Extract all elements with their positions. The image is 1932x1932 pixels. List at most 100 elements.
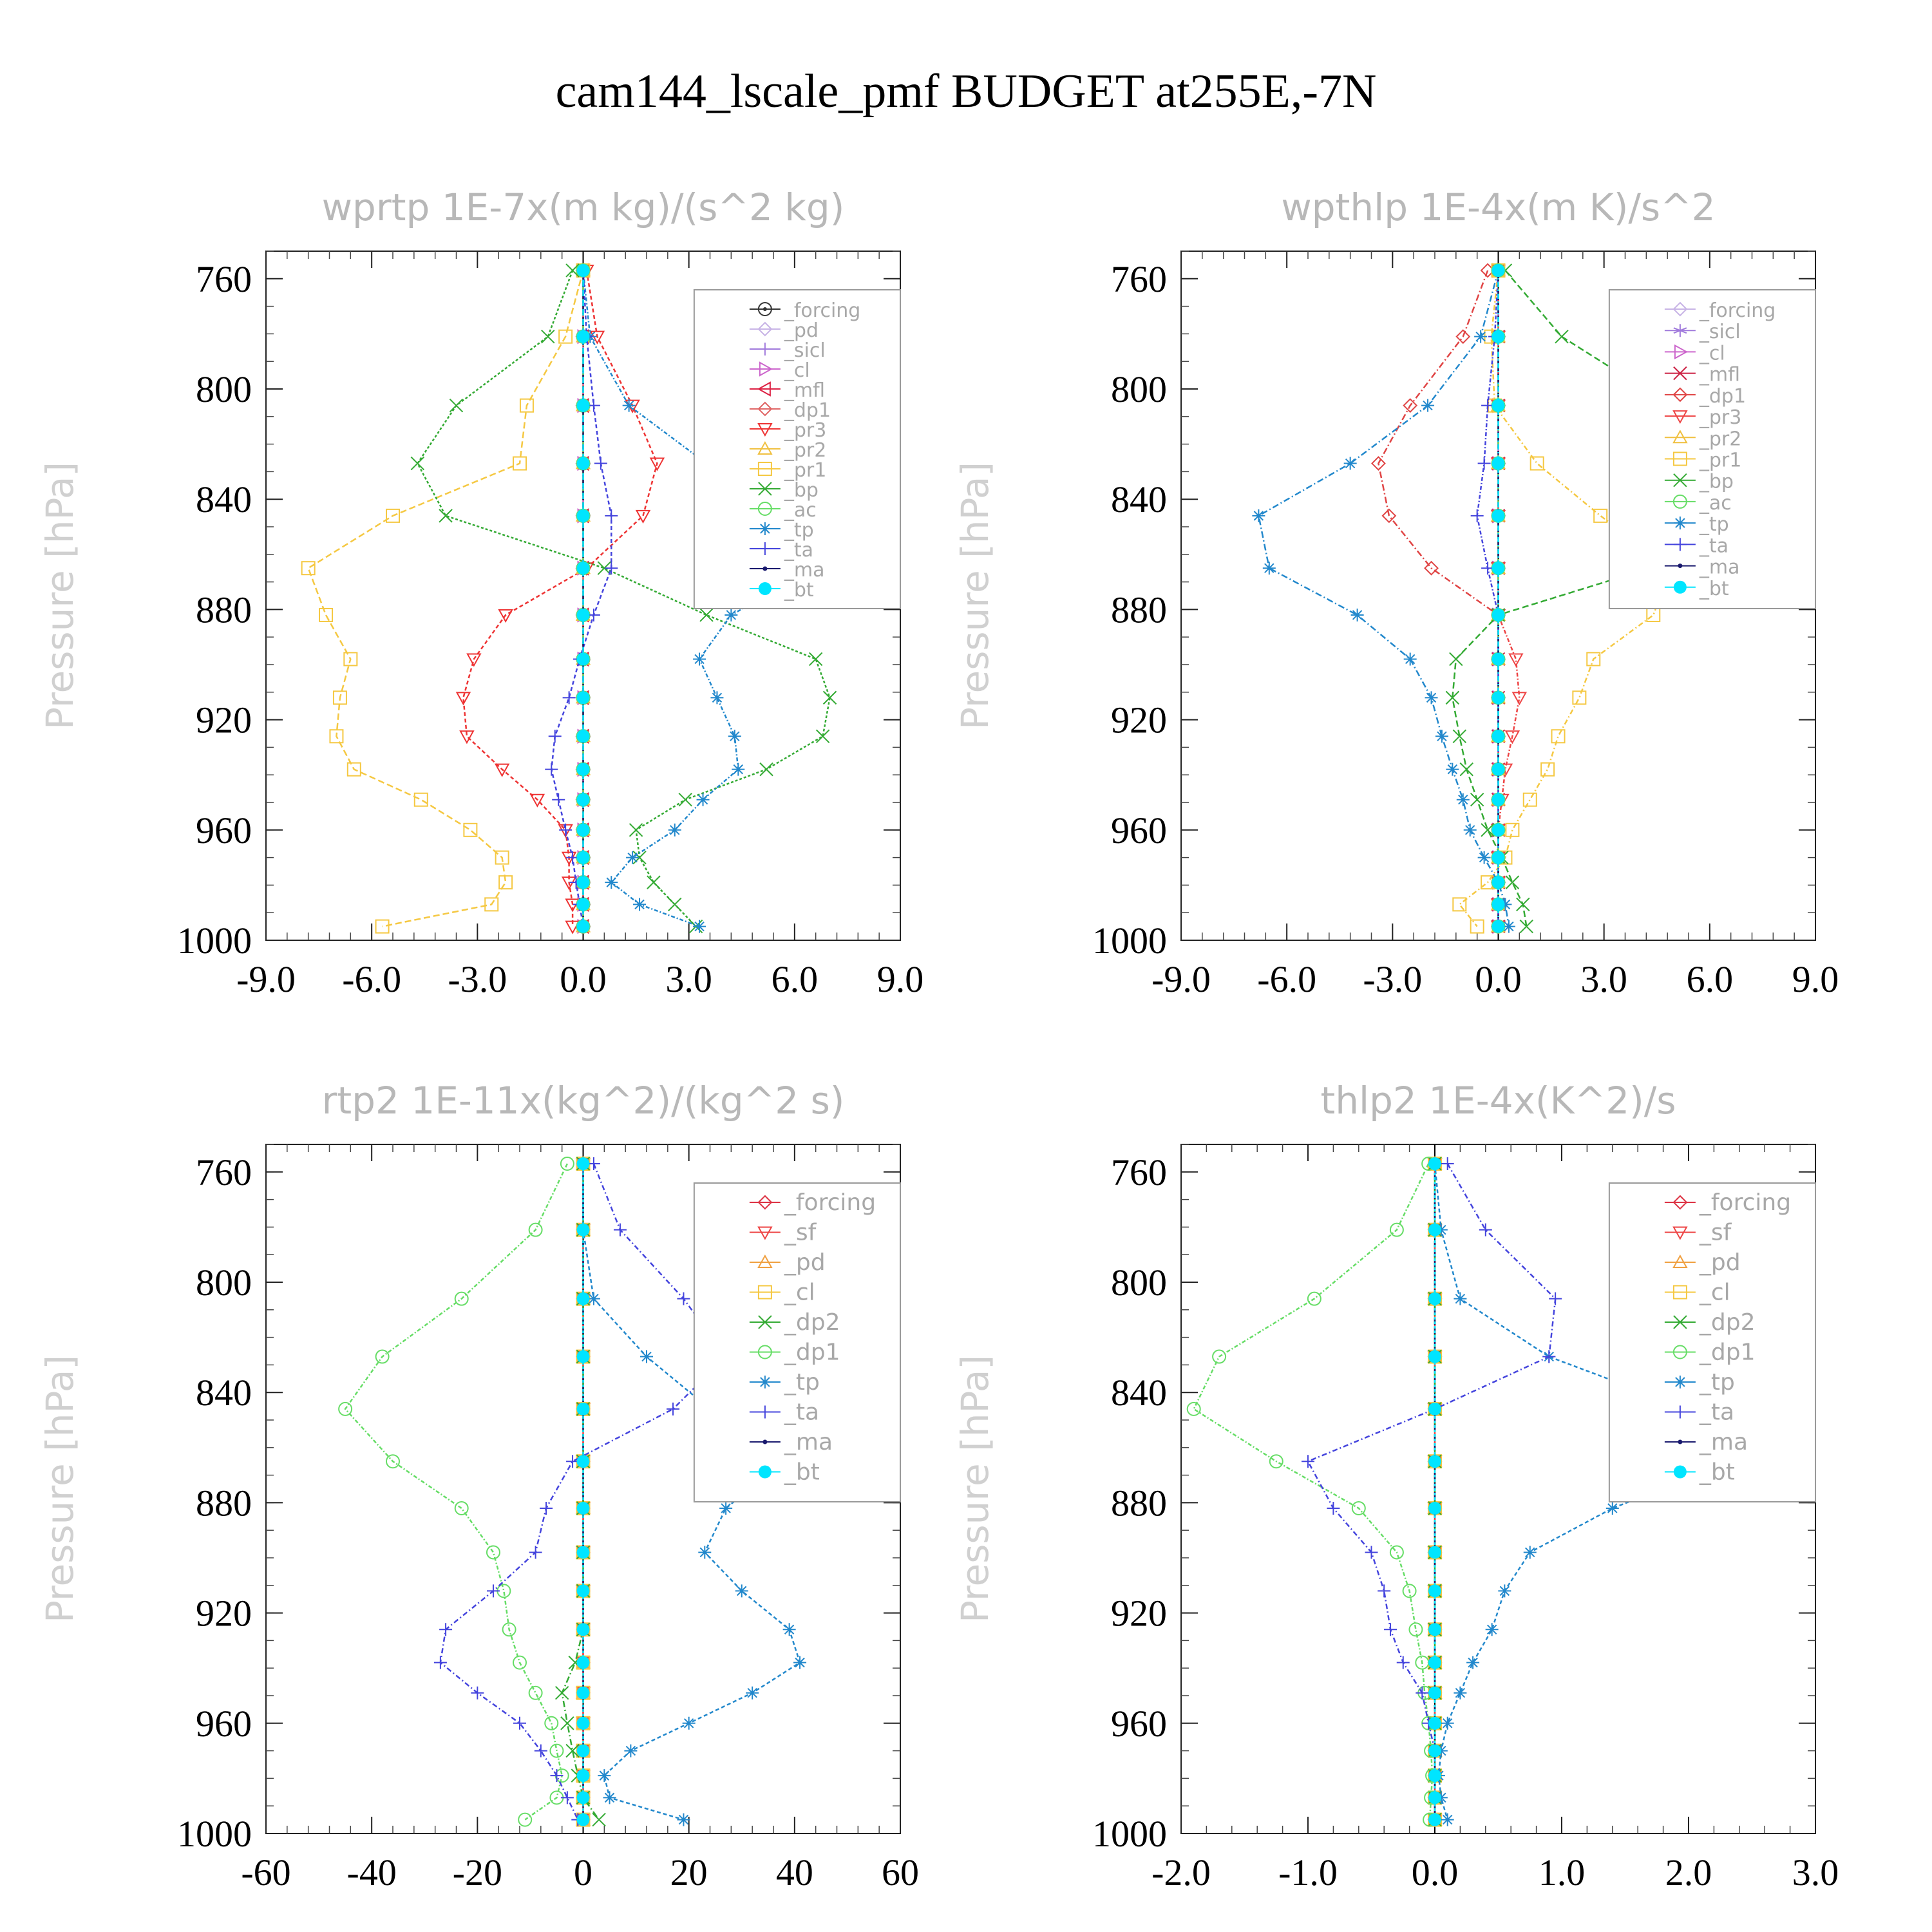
legend-marker: [1672, 1195, 1688, 1210]
x-tick-label: -1.0: [1278, 1852, 1338, 1893]
data-point: [640, 1350, 653, 1363]
legend: _forcing _sf _pd _cl _dp2 _dp1 _tp _ta _ma _bt: [693, 1182, 901, 1502]
legend-marker: [757, 1345, 772, 1359]
data-point: [1441, 1813, 1454, 1826]
legend-label: _cl: [1699, 1280, 1730, 1306]
data-point: [576, 1791, 590, 1804]
legend-marker: [1673, 580, 1687, 594]
y-tick-label: 960: [1111, 810, 1167, 851]
legend-marker: [1672, 387, 1688, 402]
legend-marker: [757, 1254, 773, 1268]
data-point: [329, 729, 344, 744]
legend-label: _dp2: [784, 1309, 840, 1336]
data-point: [1492, 562, 1505, 575]
x-tick-label: 60: [882, 1852, 919, 1893]
y-tick-label: 960: [1111, 1703, 1167, 1745]
legend-label: _sf: [784, 1220, 817, 1246]
data-point: [454, 1501, 469, 1515]
data-point: [1402, 1584, 1417, 1598]
data-point: [1428, 1546, 1441, 1559]
data-point: [605, 562, 618, 575]
legend-label: _sf: [1699, 1220, 1732, 1246]
data-point: [498, 875, 513, 890]
data-point: [1428, 1223, 1441, 1236]
data-point: [1441, 1716, 1454, 1730]
legend-label: _ta: [784, 539, 813, 562]
series-pr1: [301, 263, 591, 934]
data-point: [576, 263, 590, 277]
data-point: [1470, 509, 1484, 522]
legend-label: _dp1: [1699, 1340, 1756, 1366]
legend: _forcing_pd_sicl_cl_mfl_dp1_pr3_pr2_pr1_…: [693, 289, 901, 609]
data-point: [1441, 1157, 1454, 1170]
data-point: [759, 762, 773, 777]
x-tick-label: 0.0: [1475, 958, 1522, 1000]
data-point: [528, 1685, 543, 1700]
legend-marker: [757, 440, 773, 455]
data-point: [576, 457, 590, 470]
data-point: [540, 1501, 553, 1515]
data-point: [1452, 729, 1467, 743]
data-point: [519, 398, 534, 413]
data-point: [529, 793, 545, 808]
legend-marker: [762, 1439, 768, 1444]
data-point: [332, 690, 347, 705]
data-point: [1492, 898, 1505, 911]
legend-label: _tp: [1699, 513, 1729, 536]
legend-label: _ma: [784, 1429, 833, 1455]
y-tick-label: 960: [196, 1703, 252, 1745]
chart-panel-4: thlp2 1E-4x(K^2)/s Pressure [hPa] -2.0 -1.0…: [953, 1079, 1839, 1893]
data-point: [1428, 1402, 1441, 1416]
data-point: [576, 608, 590, 621]
data-point: [1428, 1791, 1441, 1804]
x-tick-label: 3.0: [665, 958, 712, 1000]
data-point: [1452, 897, 1467, 912]
legend-marker: [757, 321, 773, 337]
data-point: [1449, 652, 1463, 667]
legend: _forcing_sicl_cl_mfl_dp1_pr3_pr2_pr1_bp_…: [1608, 289, 1816, 609]
data-point: [576, 1813, 590, 1826]
legend-box: [693, 289, 901, 609]
data-point: [576, 1157, 590, 1170]
data-point: [576, 1350, 590, 1363]
data-point: [343, 652, 358, 667]
data-point: [1549, 1292, 1562, 1305]
data-point: [594, 457, 607, 470]
data-point: [576, 562, 590, 575]
data-point: [677, 1292, 690, 1305]
data-point: [558, 329, 573, 344]
data-point: [597, 561, 612, 575]
legend-label: _pd: [784, 319, 819, 342]
data-point: [576, 1623, 590, 1636]
data-point: [1454, 1686, 1467, 1700]
data-point: [576, 1769, 590, 1783]
legend-marker: [1673, 473, 1687, 488]
data-point: [560, 1716, 574, 1730]
data-point: [576, 898, 590, 911]
data-point: [1421, 399, 1435, 412]
data-point: [677, 1813, 690, 1826]
legend-label: _bt: [784, 579, 814, 601]
legend-marker: [1672, 1345, 1687, 1359]
legend-label: _bt: [1699, 1459, 1735, 1486]
chart-title: rtp2 1E-11x(kg^2)/(kg^2 s): [322, 1079, 845, 1122]
data-point: [471, 1686, 484, 1700]
data-point: [1519, 919, 1533, 934]
data-point: [1455, 329, 1471, 345]
data-point: [1403, 652, 1417, 666]
data-point: [494, 763, 510, 777]
data-point: [433, 1656, 447, 1669]
data-point: [1384, 1623, 1397, 1636]
data-point: [1511, 692, 1528, 706]
data-point: [1492, 608, 1505, 621]
data-point: [1343, 457, 1357, 470]
legend-label: _dp1: [1699, 385, 1746, 408]
y-tick-label: 760: [196, 1151, 252, 1193]
data-point: [576, 1744, 590, 1757]
legend-label: _pd: [1699, 1249, 1741, 1276]
page-title: cam144_lscale_pmf BUDGET at255E,-7N: [555, 65, 1377, 118]
legend-label: _ma: [1699, 556, 1740, 579]
data-point: [1428, 1716, 1441, 1730]
legend-label: _ta: [1699, 535, 1728, 557]
